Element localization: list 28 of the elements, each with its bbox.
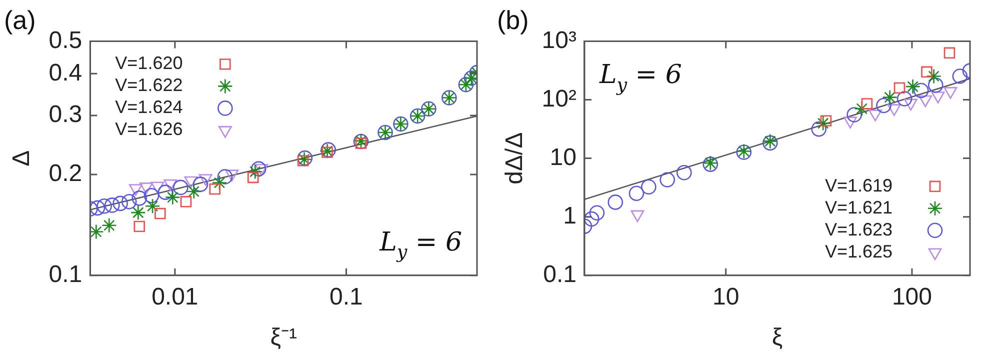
x-axis-title: ξ⁻¹ (270, 324, 297, 352)
legend-label: V=1.625 (825, 241, 893, 262)
x-tick-label: 0.1 (330, 283, 363, 310)
y-axis-title: Δ (8, 150, 36, 166)
legend-label: V=1.621 (825, 197, 893, 218)
legend-label: V=1.619 (825, 175, 893, 196)
legend-label: V=1.624 (115, 97, 183, 118)
y-tick-label: 10² (542, 85, 576, 112)
y-tick-label: 0.4 (48, 59, 82, 86)
y-tick-label: 10³ (542, 26, 576, 54)
legend-label: V=1.626 (115, 119, 183, 140)
y-tick-label: 0.1 (543, 261, 576, 288)
chart-title: (a) (4, 4, 36, 35)
y-tick-label: 10 (550, 144, 576, 171)
x-tick-label: 0.01 (152, 283, 198, 310)
y-axis-title: dΔ/Δ (501, 132, 528, 184)
y-tick-label: 1 (563, 202, 576, 230)
x-tick-label: 100 (892, 283, 932, 310)
legend-label: V=1.623 (825, 219, 893, 240)
x-axis-title: ξ (772, 324, 783, 352)
chart-title: (b) (497, 4, 529, 35)
legend-label: V=1.620 (115, 53, 183, 74)
y-tick-label: 0.1 (48, 261, 82, 288)
y-tick-label: 0.5 (48, 26, 82, 54)
y-tick-label: 0.3 (48, 101, 82, 128)
legend-label: V=1.622 (115, 75, 183, 96)
y-tick-label: 0.2 (48, 160, 82, 188)
x-tick-label: 10 (712, 283, 740, 310)
